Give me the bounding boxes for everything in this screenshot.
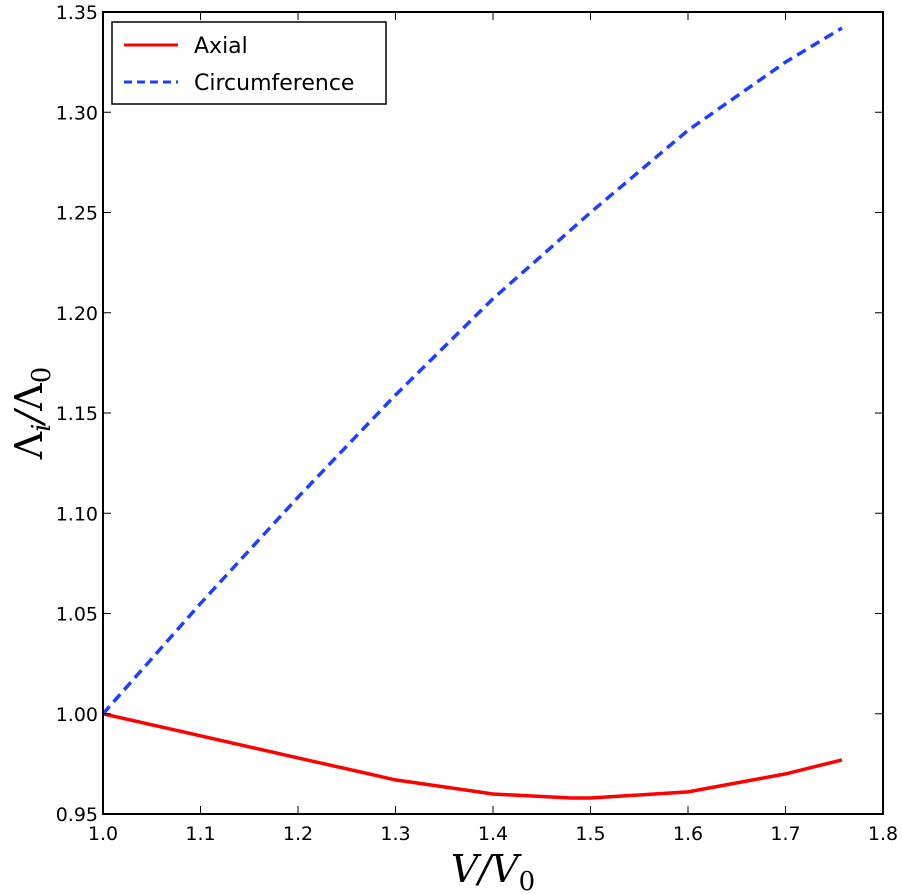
y-axis-label: Λi/Λ0: [7, 367, 57, 461]
x-tick-label: 1.1: [185, 823, 215, 845]
plot-frame: [102, 11, 884, 815]
x-tick-label: 1.4: [478, 823, 508, 845]
y-tick-label: 1.15: [56, 403, 98, 425]
x-tick-label: 1.7: [770, 823, 800, 845]
x-tick-label: 1.6: [673, 823, 703, 845]
legend-label-axial: Axial: [194, 34, 248, 59]
legend-box: [111, 21, 387, 105]
y-tick-label: 1.30: [56, 102, 98, 124]
x-tick-label: 1.2: [283, 823, 313, 845]
x-tick-label: 1.0: [88, 823, 118, 845]
legend-label-circumference: Circumference: [194, 71, 354, 96]
y-tick-label: 1.10: [56, 503, 98, 525]
legend: Axial Circumference: [111, 21, 387, 105]
x-tick-label: 1.8: [868, 823, 898, 845]
x-axis-label: V/V0: [451, 847, 535, 894]
y-tick-label: 1.25: [56, 203, 98, 225]
series-line-axial: [102, 712, 843, 800]
series-line-circumference: [101, 26, 843, 715]
x-tick-label: 1.5: [575, 823, 605, 845]
y-tick-label: 1.05: [56, 604, 98, 626]
x-tick-label: 1.3: [380, 823, 410, 845]
y-tick-label: 1.00: [56, 704, 98, 726]
y-tick-label: 1.35: [56, 2, 98, 24]
y-tick-label: 0.95: [56, 804, 98, 826]
y-tick-label: 1.20: [56, 303, 98, 325]
